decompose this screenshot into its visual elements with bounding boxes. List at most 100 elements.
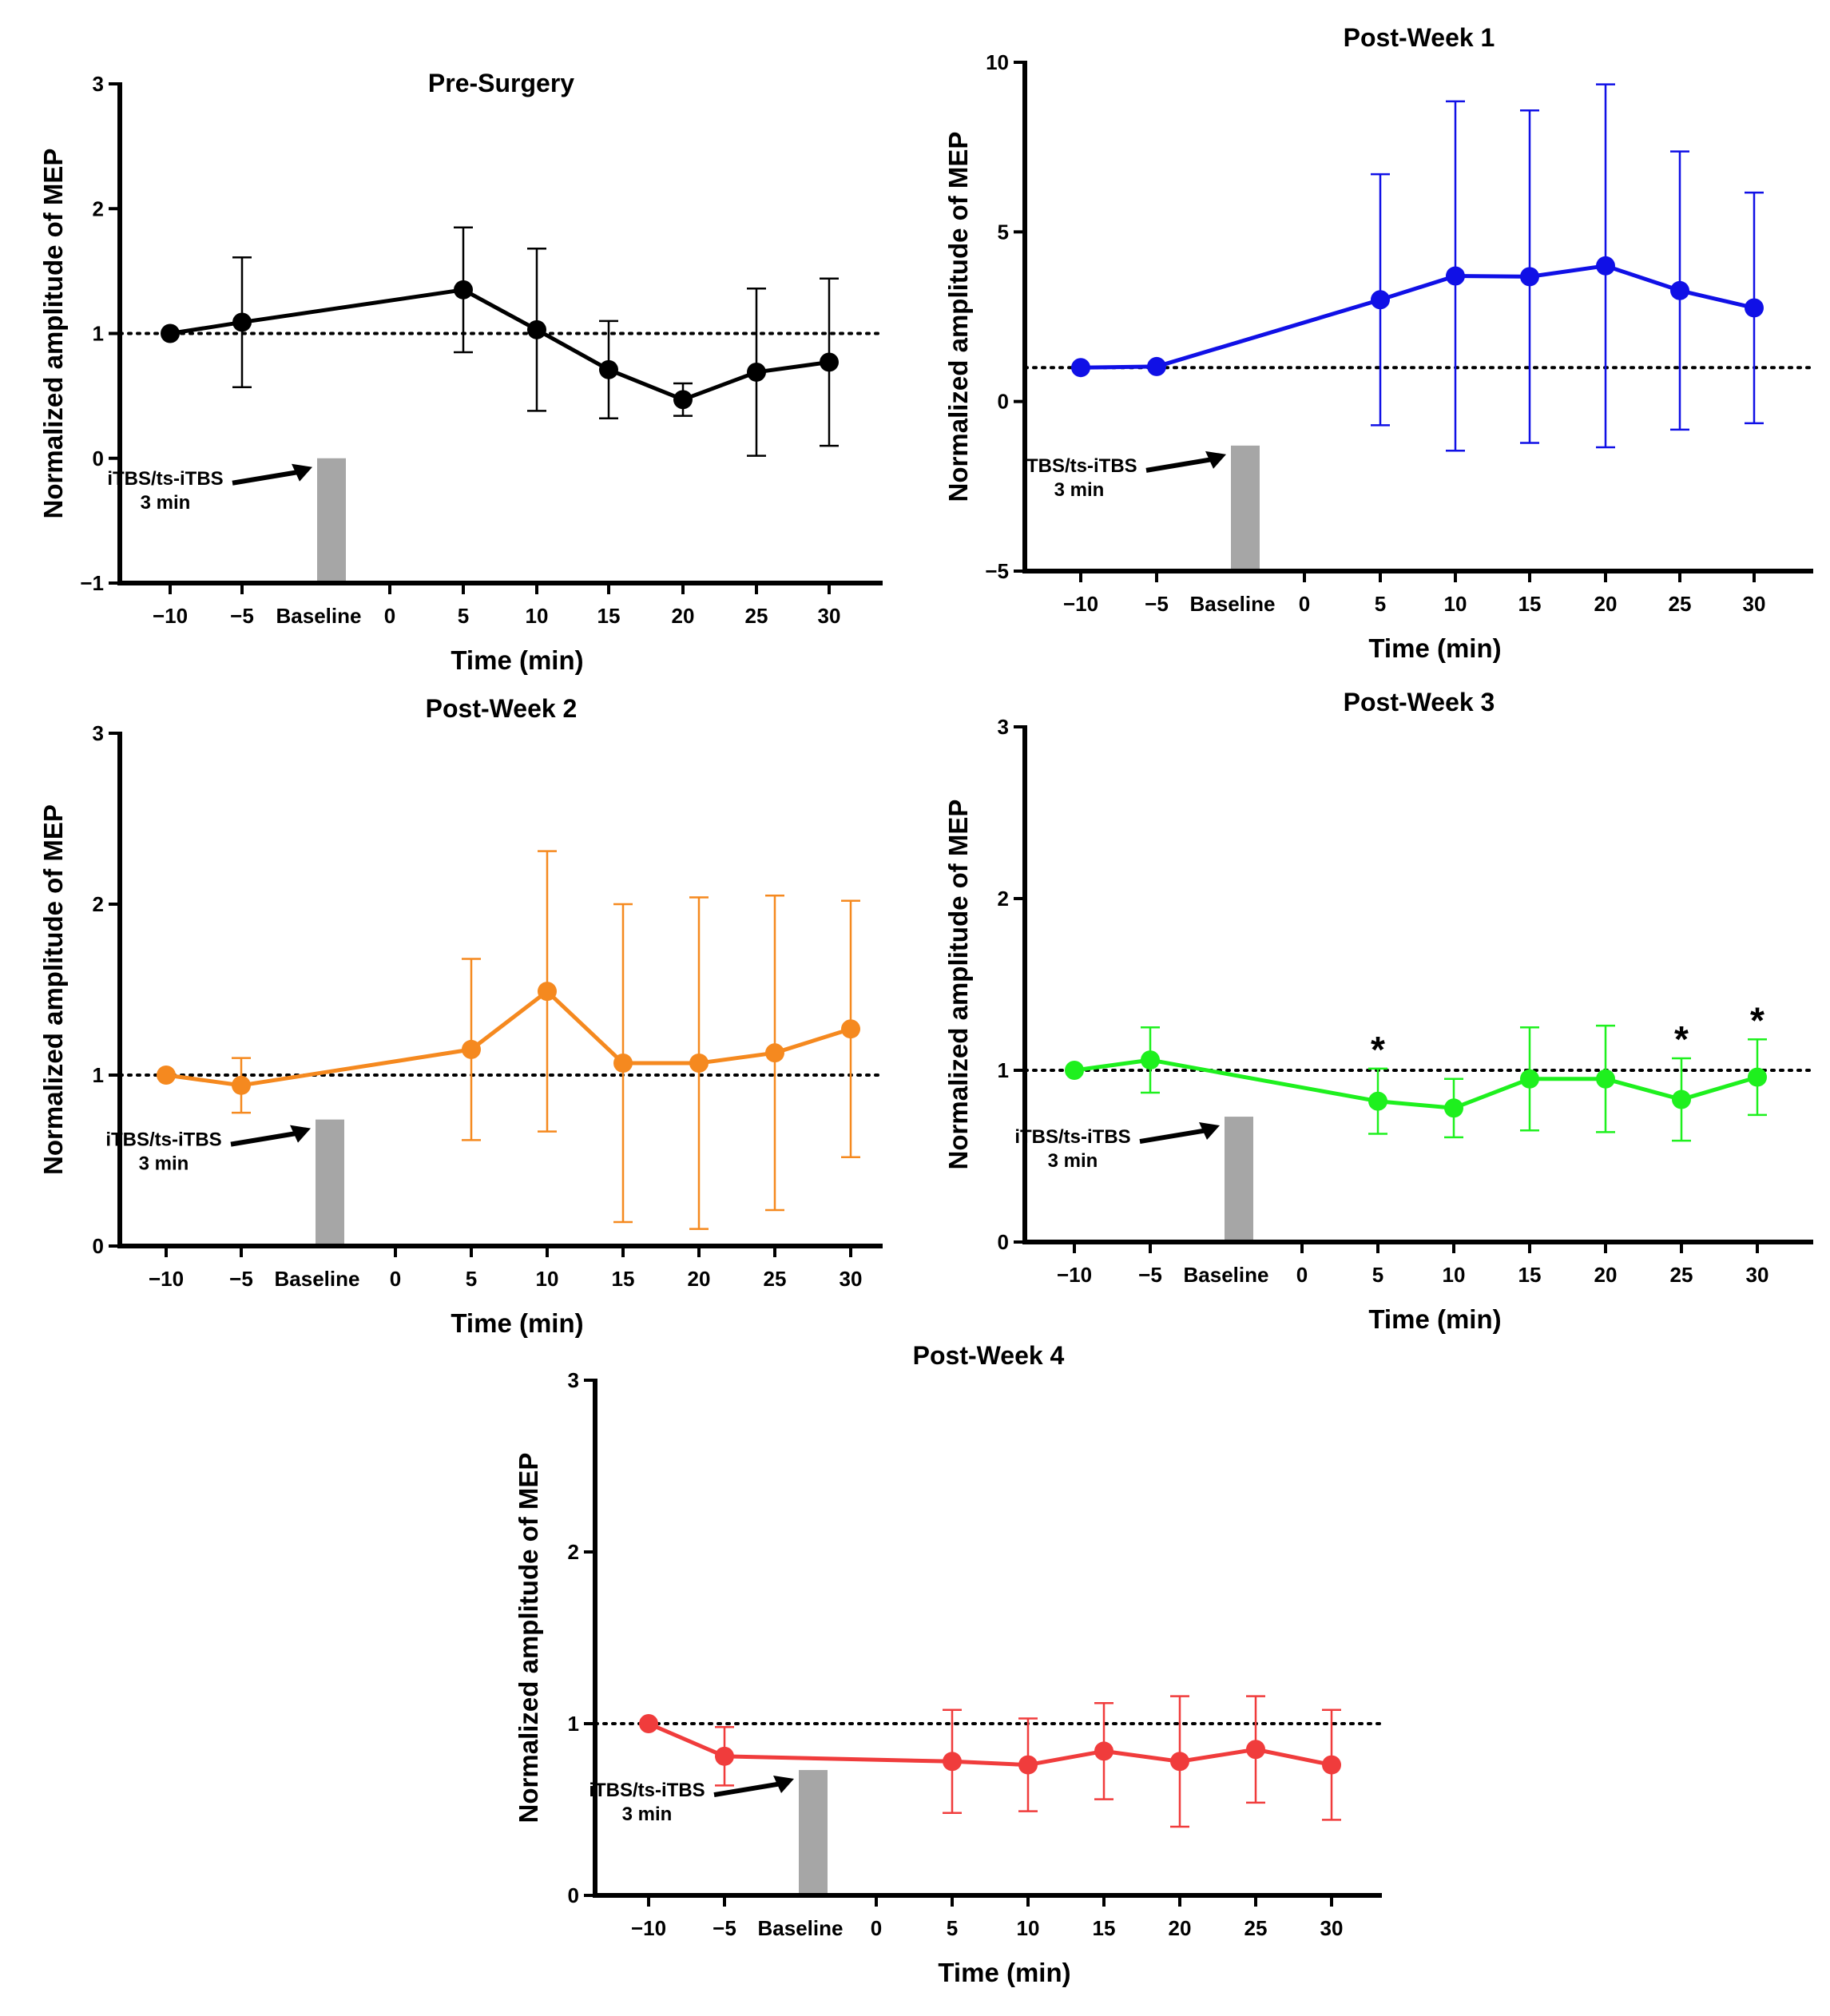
x-tick-label: 25 bbox=[1244, 1916, 1268, 1940]
data-point bbox=[1670, 280, 1689, 300]
x-tick-label: −10 bbox=[153, 604, 188, 628]
data-point bbox=[232, 312, 252, 332]
x-tick-label: 30 bbox=[1746, 1263, 1769, 1287]
x-tick-label: 15 bbox=[597, 604, 621, 628]
stim-label: iTBS/ts-iTBS bbox=[105, 1129, 221, 1151]
x-tick-label: 5 bbox=[1375, 592, 1386, 616]
arrow-shaft bbox=[232, 468, 305, 486]
data-point bbox=[157, 1066, 176, 1085]
x-tick-label: 15 bbox=[1093, 1916, 1116, 1940]
x-tick-label: 30 bbox=[1743, 592, 1766, 616]
data-point bbox=[1246, 1740, 1265, 1760]
series-line bbox=[1074, 1058, 1758, 1110]
x-tick-label: −5 bbox=[1145, 592, 1169, 616]
x-tick-label: 20 bbox=[672, 604, 695, 628]
y-tick-label: 1 bbox=[93, 322, 104, 346]
x-tick-label: −10 bbox=[1057, 1263, 1092, 1287]
x-axis-label: Time (min) bbox=[451, 1308, 583, 1338]
data-point bbox=[454, 280, 473, 300]
x-tick-label: 0 bbox=[1299, 592, 1310, 616]
x-tick-label: 10 bbox=[536, 1267, 559, 1291]
data-point bbox=[765, 1043, 784, 1063]
x-axis-label: Time (min) bbox=[938, 1958, 1070, 1987]
x-axis-label: Time (min) bbox=[451, 645, 583, 675]
data-point bbox=[1596, 1069, 1615, 1089]
y-tick-label: 0 bbox=[93, 446, 104, 470]
series-line bbox=[648, 1721, 1332, 1768]
x-tick-label: 0 bbox=[390, 1267, 401, 1291]
data-point bbox=[1520, 1069, 1539, 1089]
x-tick-label: −5 bbox=[230, 604, 254, 628]
stimulation-bar bbox=[799, 1770, 828, 1895]
data-point bbox=[161, 323, 180, 343]
x-tick-label: 25 bbox=[1669, 592, 1692, 616]
data-point bbox=[715, 1746, 734, 1766]
x-tick-label: Baseline bbox=[276, 604, 362, 628]
y-tick-label: 0 bbox=[568, 1883, 579, 1907]
y-tick-label: 10 bbox=[986, 50, 1009, 74]
y-axis-label: Normalized amplitude of MEP bbox=[38, 804, 68, 1175]
stimulation-bar bbox=[1225, 1117, 1253, 1242]
chart-title: Post-Week 4 bbox=[913, 1341, 1065, 1370]
y-tick-label: −5 bbox=[985, 559, 1009, 583]
stimulation-bar bbox=[317, 458, 346, 583]
data-point bbox=[1094, 1741, 1113, 1761]
arrow-head-icon bbox=[1205, 450, 1226, 469]
series-line bbox=[1080, 264, 1755, 370]
data-point bbox=[1170, 1752, 1189, 1772]
y-tick-label: 2 bbox=[998, 887, 1009, 911]
chart-panel: Post-Week 1 Normalized amplitude of MEP Ti… bbox=[943, 23, 1815, 663]
y-tick-label: 1 bbox=[998, 1058, 1009, 1082]
data-point bbox=[1071, 358, 1090, 378]
data-point bbox=[841, 1019, 860, 1039]
y-axis-label: Normalized amplitude of MEP bbox=[514, 1453, 543, 1824]
stimulation-bar bbox=[316, 1119, 344, 1246]
x-tick-label: 30 bbox=[818, 604, 841, 628]
y-tick-label: 1 bbox=[93, 1063, 104, 1087]
x-tick-label: 25 bbox=[764, 1267, 787, 1291]
significance-star: * bbox=[1674, 1018, 1689, 1060]
x-tick-label: 10 bbox=[526, 604, 549, 628]
arrow-head-icon bbox=[290, 1125, 311, 1143]
x-axis-label: Time (min) bbox=[1368, 1304, 1501, 1334]
arrow-shaft bbox=[1145, 455, 1219, 473]
data-point bbox=[689, 1054, 709, 1073]
x-tick-label: 5 bbox=[458, 604, 469, 628]
x-tick-label: Baseline bbox=[1184, 1263, 1269, 1287]
x-tick-label: −5 bbox=[1138, 1263, 1162, 1287]
x-tick-label: 20 bbox=[1169, 1916, 1192, 1940]
x-tick-label: −5 bbox=[713, 1916, 736, 1940]
y-axis-label: Normalized amplitude of MEP bbox=[943, 132, 973, 502]
stim-label: iTBS/ts-iTBS bbox=[1021, 455, 1137, 477]
data-point bbox=[1322, 1755, 1341, 1775]
data-point bbox=[1065, 1061, 1084, 1080]
y-tick-label: 1 bbox=[568, 1712, 579, 1736]
chart-panel: Post-Week 4 Normalized amplitude of MEP Ti… bbox=[514, 1341, 1383, 1987]
arrow-head-icon bbox=[773, 1776, 794, 1794]
data-point bbox=[1745, 298, 1764, 318]
x-tick-label: Baseline bbox=[758, 1916, 844, 1940]
data-point bbox=[1748, 1067, 1767, 1087]
x-tick-label: −10 bbox=[1063, 592, 1098, 616]
stimulation-bar bbox=[1231, 445, 1260, 571]
x-tick-label: 0 bbox=[1296, 1263, 1308, 1287]
x-tick-label: 25 bbox=[1670, 1263, 1693, 1287]
y-tick-label: 3 bbox=[568, 1368, 579, 1392]
data-point bbox=[820, 352, 839, 372]
data-point bbox=[673, 390, 693, 410]
series-line bbox=[165, 989, 851, 1088]
x-tick-label: Baseline bbox=[275, 1267, 360, 1291]
stim-label: iTBS/ts-iTBS bbox=[107, 468, 223, 490]
significance-star: * bbox=[1750, 999, 1765, 1041]
y-tick-label: −1 bbox=[80, 571, 104, 595]
data-point bbox=[1368, 1091, 1387, 1111]
data-point bbox=[747, 362, 766, 382]
arrow-head-icon bbox=[292, 463, 312, 482]
x-tick-label: 0 bbox=[871, 1916, 882, 1940]
x-tick-label: Baseline bbox=[1190, 592, 1276, 616]
x-tick-label: 15 bbox=[1518, 1263, 1542, 1287]
data-point bbox=[232, 1075, 251, 1095]
data-point bbox=[462, 1039, 481, 1059]
x-tick-label: 20 bbox=[1594, 1263, 1618, 1287]
y-tick-label: 3 bbox=[93, 721, 104, 745]
